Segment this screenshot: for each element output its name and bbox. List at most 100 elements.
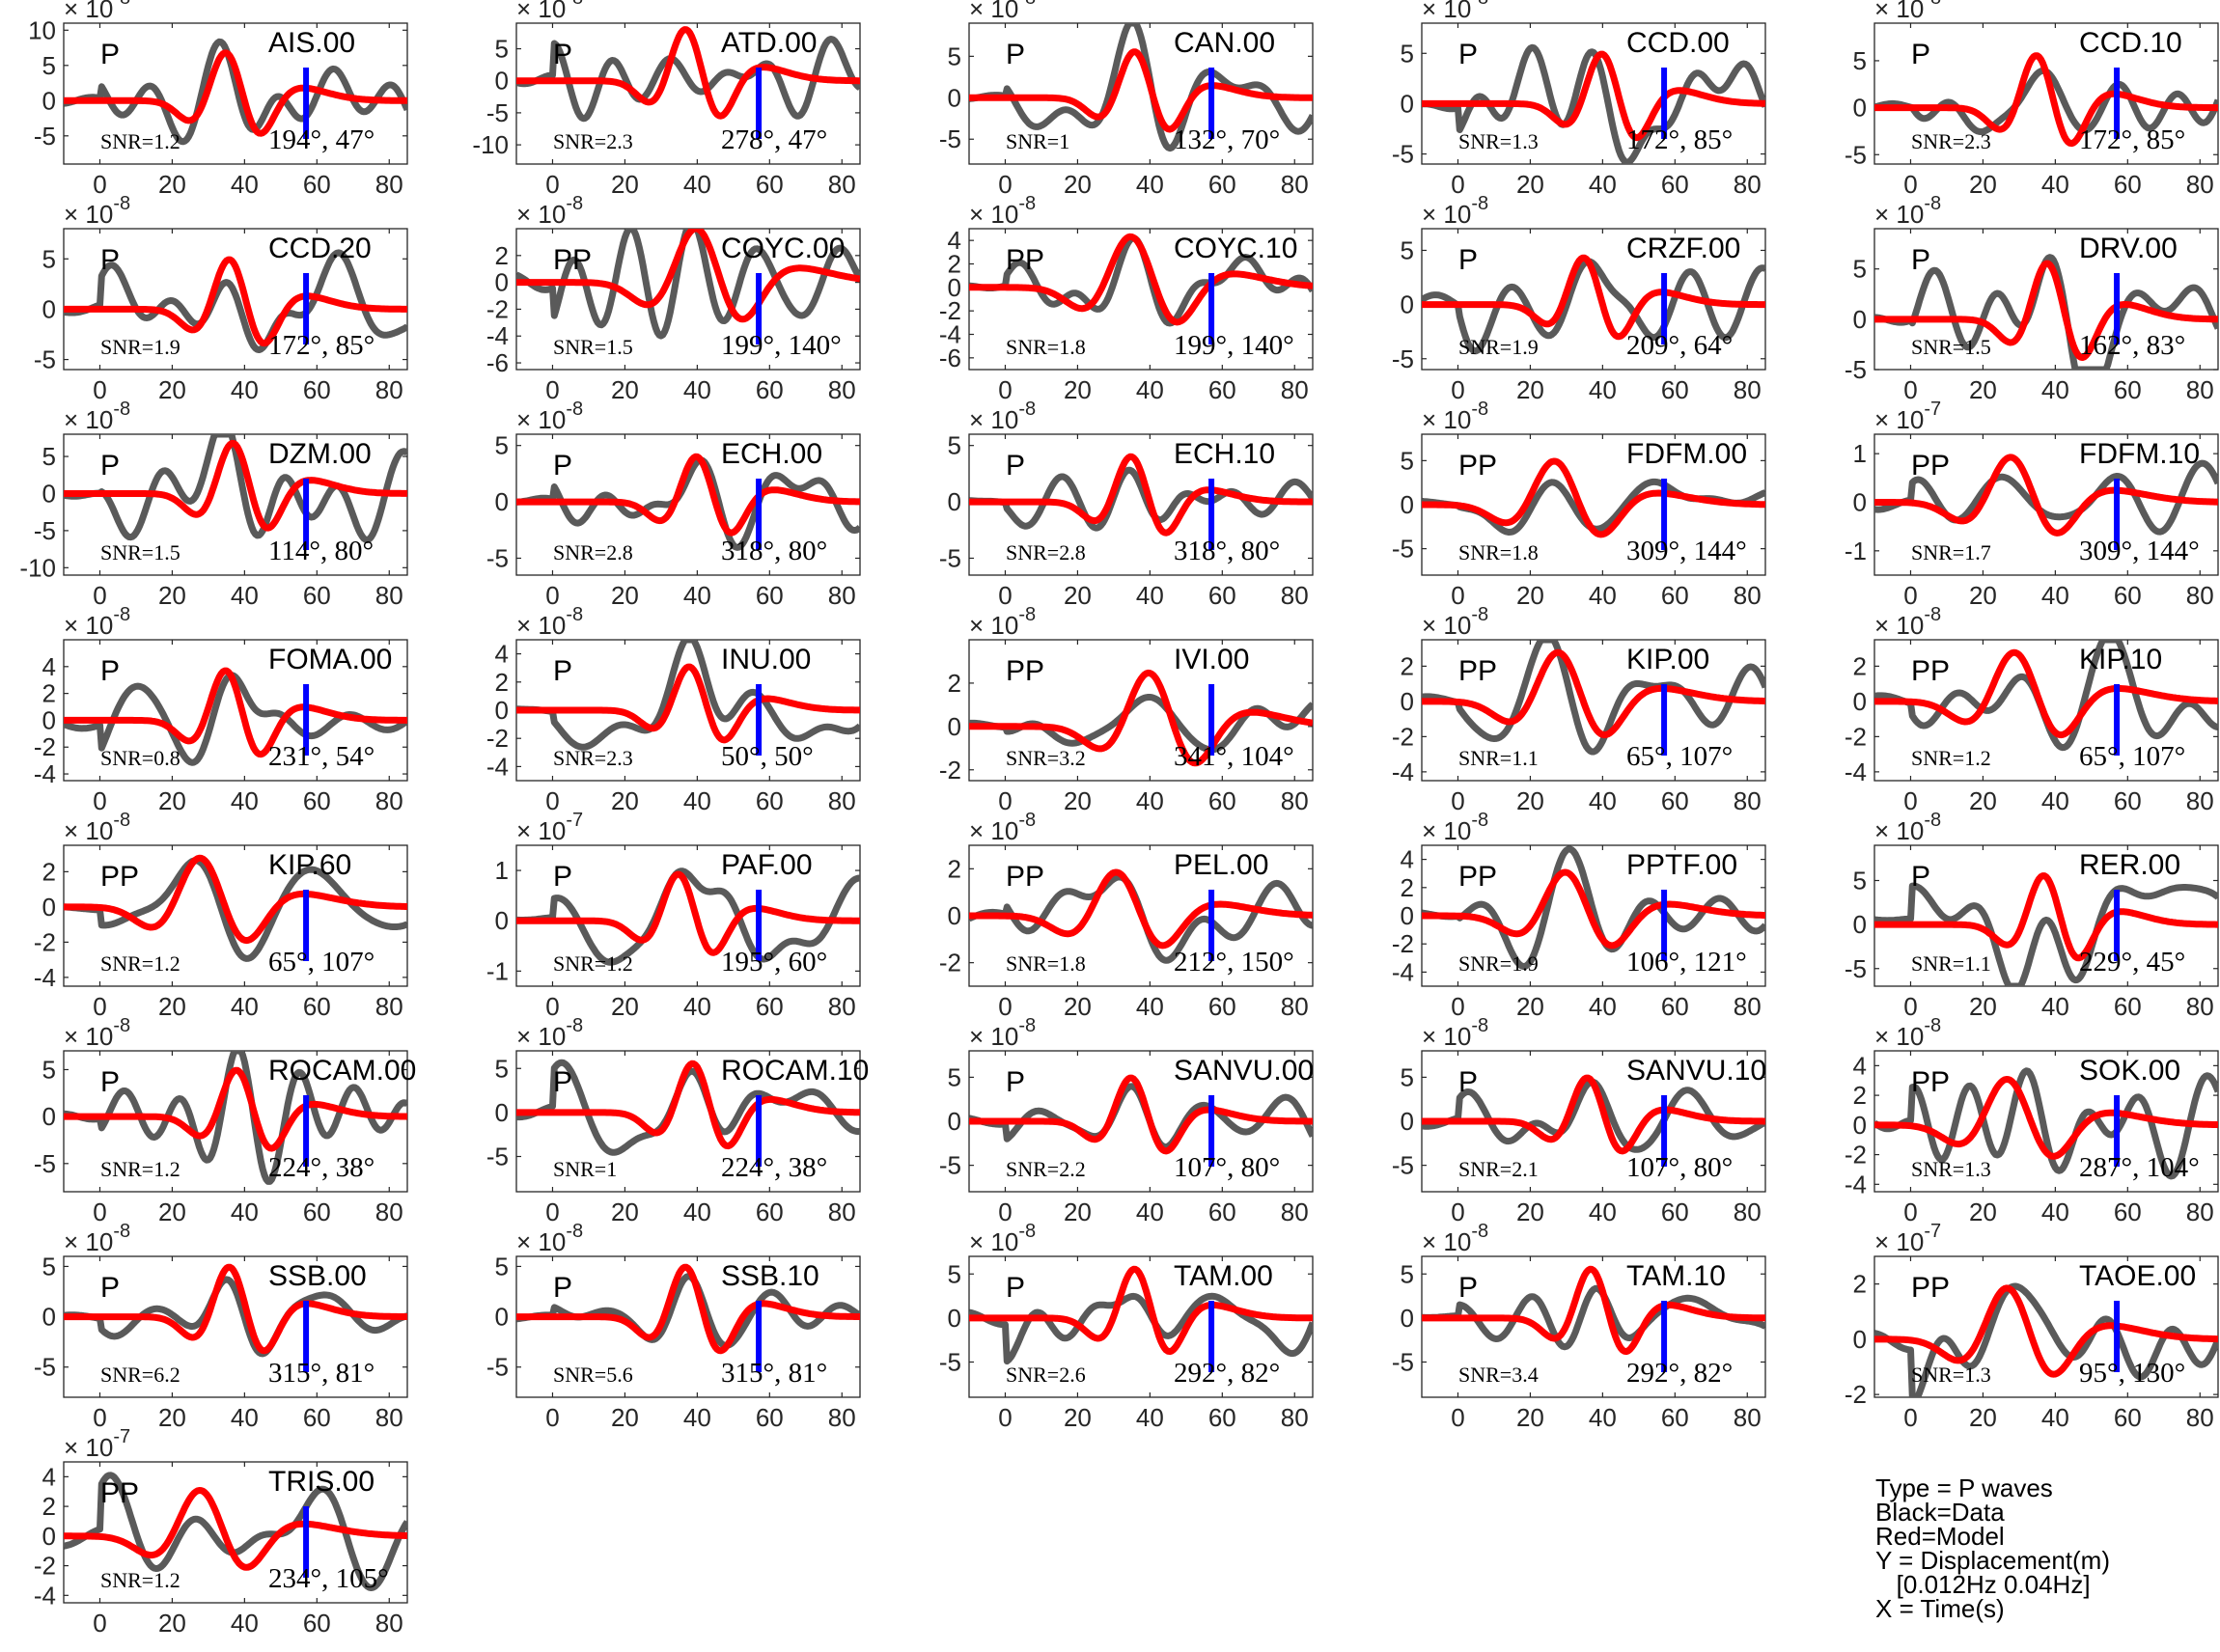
y-tick-label: 2 [42,857,56,886]
wave-type-label: PP [1458,450,1497,482]
x-tick-label: 80 [1734,170,1762,199]
x-tick-label: 80 [2186,1198,2214,1226]
y-tick-label: -2 [1845,722,1867,751]
snr-label: SNR=1.5 [1911,335,1991,359]
y-exponent: × 10-8 [969,1015,1036,1051]
y-exponent: × 10-8 [516,399,583,434]
x-tick-label: 60 [1208,1198,1236,1226]
wave-type-label: P [553,655,572,687]
x-tick-label: 20 [1969,992,1997,1021]
x-tick-label: 0 [998,581,1012,610]
model-trace [1874,872,2218,962]
wave-type-label: PP [1006,655,1044,687]
y-tick-label: -2 [34,1552,56,1581]
x-tick-label: 0 [1451,992,1464,1021]
station-label: INU.00 [721,644,811,675]
snr-label: SNR=2.3 [1911,129,1991,153]
data-trace [1422,640,1765,756]
station-label: TAM.00 [1174,1260,1273,1292]
y-tick-label: -4 [939,320,961,349]
x-tick-label: 80 [2186,170,2214,199]
az-dist-label: 234°, 105° [268,1563,389,1594]
wave-type-label: PP [1458,861,1497,893]
legend: Type = P waves Black=Data Red=Model Y = … [1875,1475,2110,1621]
x-tick-label: 0 [998,786,1012,815]
x-tick-label: 60 [756,170,784,199]
panel-ssb-10: 0 20 40 60 80 -5 0 5× 10-8 P SSB.10 SNR=5.6 315°, 8… [486,1221,861,1432]
model-trace [969,1074,1313,1155]
x-tick-label: 0 [1451,170,1464,199]
x-tick-label: 0 [998,1403,1012,1432]
x-tick-label: 40 [2041,581,2069,610]
y-exponent: × 10-8 [64,604,130,640]
y-exponent: × 10-8 [64,193,130,229]
axes-box [968,639,1314,782]
snr-label: SNR=1.3 [1458,129,1539,153]
y-tick-label: -2 [1845,1380,1867,1409]
y-tick-label: 2 [948,669,961,698]
snr-label: SNR=1.1 [1458,746,1539,770]
station-label: CCD.10 [2079,27,2182,59]
data-trace [64,249,407,353]
station-label: KIP.60 [268,849,351,881]
x-tick-label: 40 [231,581,259,610]
x-tick-label: 0 [93,581,106,610]
y-tick-label: 5 [42,442,56,471]
wave-type-label: P [100,1066,120,1098]
x-tick-label: 60 [303,581,331,610]
model-trace [1422,457,1765,538]
y-exponent: × 10-8 [1874,810,1941,845]
x-tick-label: 80 [828,581,856,610]
y-tick-label: 2 [1401,873,1414,902]
y-tick-label: 5 [948,41,961,70]
y-tick-label: 5 [495,1252,509,1280]
model-trace [516,229,860,323]
snr-label: SNR=1.7 [1911,540,1991,564]
y-exponent: × 10-8 [64,1015,130,1051]
model-trace [969,453,1313,537]
y-tick-label: -5 [939,1151,961,1180]
station-label: DZM.00 [268,438,372,470]
axes-box [63,639,408,782]
x-tick-label: 60 [1661,786,1689,815]
x-tick-label: 0 [93,1609,106,1638]
az-dist-label: 132°, 70° [1174,124,1280,155]
x-tick-label: 20 [1516,786,1544,815]
y-tick-label: -2 [1845,1141,1867,1170]
y-tick-label: 0 [495,487,509,516]
y-tick-label: 0 [1853,687,1867,716]
axes-box [63,22,408,165]
x-tick-label: 40 [683,1198,711,1226]
y-exponent: × 10-8 [64,1221,130,1256]
x-tick-label: 60 [2114,786,2142,815]
station-label: IVI.00 [1174,644,1249,675]
panel-drv-00: 0 20 40 60 80 -5 0 5× 10-8 P DRV.00 SNR=1.5 162°, 8… [1845,193,2219,404]
legend-band: [0.012Hz 0.04Hz] [1875,1570,2091,1599]
y-exponent: × 10-7 [1874,1221,1941,1256]
x-tick-label: 60 [2114,1198,2142,1226]
station-label: TAM.10 [1626,1260,1726,1292]
snr-label: SNR=1.2 [553,951,633,976]
y-tick-label: 0 [42,479,56,508]
model-trace [64,49,407,137]
az-dist-label: 194°, 47° [268,124,375,155]
wave-type-label: P [1006,39,1025,70]
y-tick-label: -5 [34,516,56,545]
wave-type-label: PP [1006,244,1044,276]
snr-label: SNR=5.6 [553,1363,633,1387]
panel-ccd-10: 0 20 40 60 80 -5 0 5 × 10-8 P CCD.10 SNR=2.3 172°, 8… [1845,0,2219,199]
x-tick-label: 0 [1451,1403,1464,1432]
x-tick-label: 20 [158,170,186,199]
x-tick-label: 80 [1734,786,1762,815]
y-tick-label: 5 [42,1252,56,1280]
x-tick-label: 40 [1589,786,1617,815]
y-tick-label: -5 [34,1149,56,1178]
snr-label: SNR=2.3 [553,746,633,770]
y-exponent: × 10-8 [1422,193,1488,229]
panel-kip-10: 0 20 40 60 80 -4 -2 0 2× 10-8 PP KIP.10 SNR=1.2 65°,… [1845,604,2219,815]
x-tick-label: 80 [2186,581,2214,610]
x-tick-label: 0 [998,1198,1012,1226]
wave-type-label: P [100,655,120,687]
y-tick-label: -5 [34,345,56,374]
snr-label: SNR=1.8 [1458,540,1539,564]
